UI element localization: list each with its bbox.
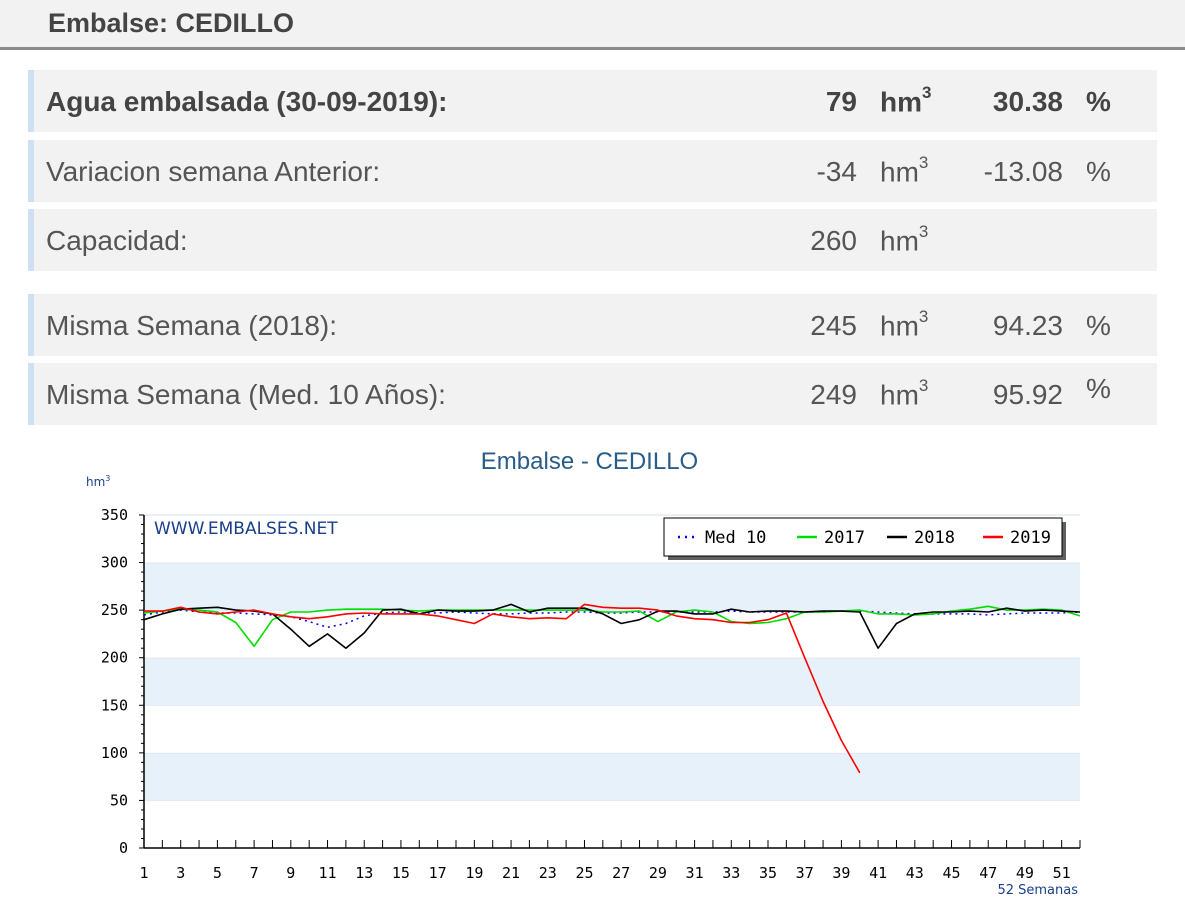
y-tick-label: 150 — [101, 696, 128, 714]
x-tick-label: 19 — [465, 864, 483, 882]
stat-label: Variacion semana Anterior: — [46, 156, 381, 187]
stat-label: Capacidad: — [46, 225, 188, 256]
stat-percent-sign: % — [1086, 373, 1111, 404]
stat-value: 245 — [810, 310, 857, 341]
x-axis-label: 52 Semanas — [997, 883, 1078, 898]
chart-series — [143, 603, 1081, 774]
y-tick-label: 250 — [101, 601, 128, 619]
stat-row-misma-semana-2018: Misma Semana (2018): 245 hm3 94.23 % — [28, 294, 1157, 356]
y-tick-label: 300 — [101, 554, 128, 572]
stat-percent-sign: % — [1086, 156, 1111, 187]
y-tick-label: 100 — [101, 744, 128, 762]
stat-percent: 95.92 — [992, 379, 1063, 410]
x-tick-label: 25 — [575, 864, 593, 882]
legend-label: 2019 — [1010, 528, 1051, 548]
legend-label: 2018 — [914, 528, 955, 548]
x-tick-label: 49 — [1016, 864, 1034, 882]
x-tick-label: 3 — [176, 864, 185, 882]
stat-value: 260 — [810, 225, 857, 256]
stat-value: 249 — [810, 379, 857, 410]
stat-unit: hm3 — [880, 153, 929, 188]
stat-unit: hm3 — [880, 222, 929, 257]
y-tick-label: 350 — [101, 506, 128, 524]
x-tick-label: 37 — [796, 864, 814, 882]
series-line-2017 — [143, 605, 1081, 648]
grid-band — [144, 610, 1080, 658]
x-tick-label: 35 — [759, 864, 777, 882]
y-tick-label: 50 — [110, 791, 128, 809]
stat-percent: 94.23 — [992, 310, 1063, 341]
series-line-2018 — [143, 603, 1081, 649]
x-tick-label: 21 — [502, 864, 520, 882]
y-axis-ticks: 0 50 100 150 200 250 300 350 — [101, 506, 144, 857]
stat-label: Agua embalsada (30-09-2019): — [46, 86, 448, 117]
x-tick-label: 9 — [286, 864, 295, 882]
stat-percent: -13.08 — [983, 156, 1063, 187]
chart-legend: Med 10 2017 2018 2019 — [663, 517, 1066, 560]
stat-percent: 30.38 — [992, 86, 1063, 117]
y-tick-label: 200 — [101, 649, 128, 667]
stat-unit: hm3 — [880, 83, 932, 118]
x-tick-label: 1 — [139, 864, 148, 882]
grid-band — [144, 562, 1080, 611]
stat-label: Misma Semana (Med. 10 Años): — [46, 379, 446, 410]
series-line-2019 — [144, 603, 861, 774]
x-tick-label: 17 — [429, 864, 447, 882]
x-axis-ticks: 1 3 5 7 9 11 13 15 17 19 21 23 25 27 29 31 33 35 37 39 41 43 4… — [139, 840, 1081, 882]
x-tick-label: 7 — [250, 864, 259, 882]
grid-band — [144, 752, 1080, 801]
x-tick-label: 41 — [869, 864, 887, 882]
x-tick-label: 15 — [392, 864, 410, 882]
stat-row-agua-embalsada: Agua embalsada (30-09-2019): 79 hm3 30.3… — [28, 70, 1157, 132]
grid-band — [144, 800, 1080, 848]
page-title: Embalse: CEDILLO — [48, 8, 295, 38]
chart-axes — [143, 515, 1080, 849]
x-tick-label: 39 — [832, 864, 850, 882]
stat-label: Misma Semana (2018): — [46, 310, 338, 341]
x-tick-label: 33 — [722, 864, 740, 882]
stat-row-capacidad: Capacidad: 260 hm3 — [28, 209, 1157, 271]
y-tick-label: 0 — [119, 839, 128, 857]
legend-label: Med 10 — [705, 528, 766, 548]
stat-value: 79 — [825, 86, 857, 117]
stat-percent-sign: % — [1086, 86, 1111, 117]
stat-unit: hm3 — [880, 376, 929, 411]
x-tick-label: 13 — [355, 864, 373, 882]
watermark-text: WWW.EMBALSES.NET — [154, 519, 338, 539]
grid-band — [144, 705, 1080, 753]
series-line-med-10 — [143, 609, 1081, 629]
x-tick-label: 27 — [612, 864, 630, 882]
stat-row-variacion: Variacion semana Anterior: -34 hm3 -13.0… — [28, 140, 1157, 202]
x-tick-label: 47 — [979, 864, 997, 882]
stat-unit: hm3 — [880, 307, 929, 342]
grid-band — [144, 657, 1080, 706]
y-axis-label: hm3 — [86, 474, 110, 489]
stat-row-media-10-anos: Misma Semana (Med. 10 Años): 249 hm3 95.… — [28, 363, 1157, 425]
grid-bands — [144, 514, 1080, 848]
chart-title: Embalse - CEDILLO — [480, 448, 699, 475]
x-tick-label: 45 — [942, 864, 960, 882]
x-tick-label: 43 — [906, 864, 924, 882]
x-tick-label: 29 — [649, 864, 667, 882]
stat-value: -34 — [816, 156, 857, 187]
x-tick-label: 11 — [318, 864, 336, 882]
page-header: Embalse: CEDILLO — [0, 0, 1185, 50]
x-tick-label: 5 — [213, 864, 222, 882]
x-tick-label: 31 — [686, 864, 704, 882]
stat-percent-sign: % — [1086, 310, 1111, 341]
legend-label: 2017 — [824, 528, 865, 548]
x-tick-label: 23 — [539, 864, 557, 882]
x-tick-label: 51 — [1053, 864, 1071, 882]
